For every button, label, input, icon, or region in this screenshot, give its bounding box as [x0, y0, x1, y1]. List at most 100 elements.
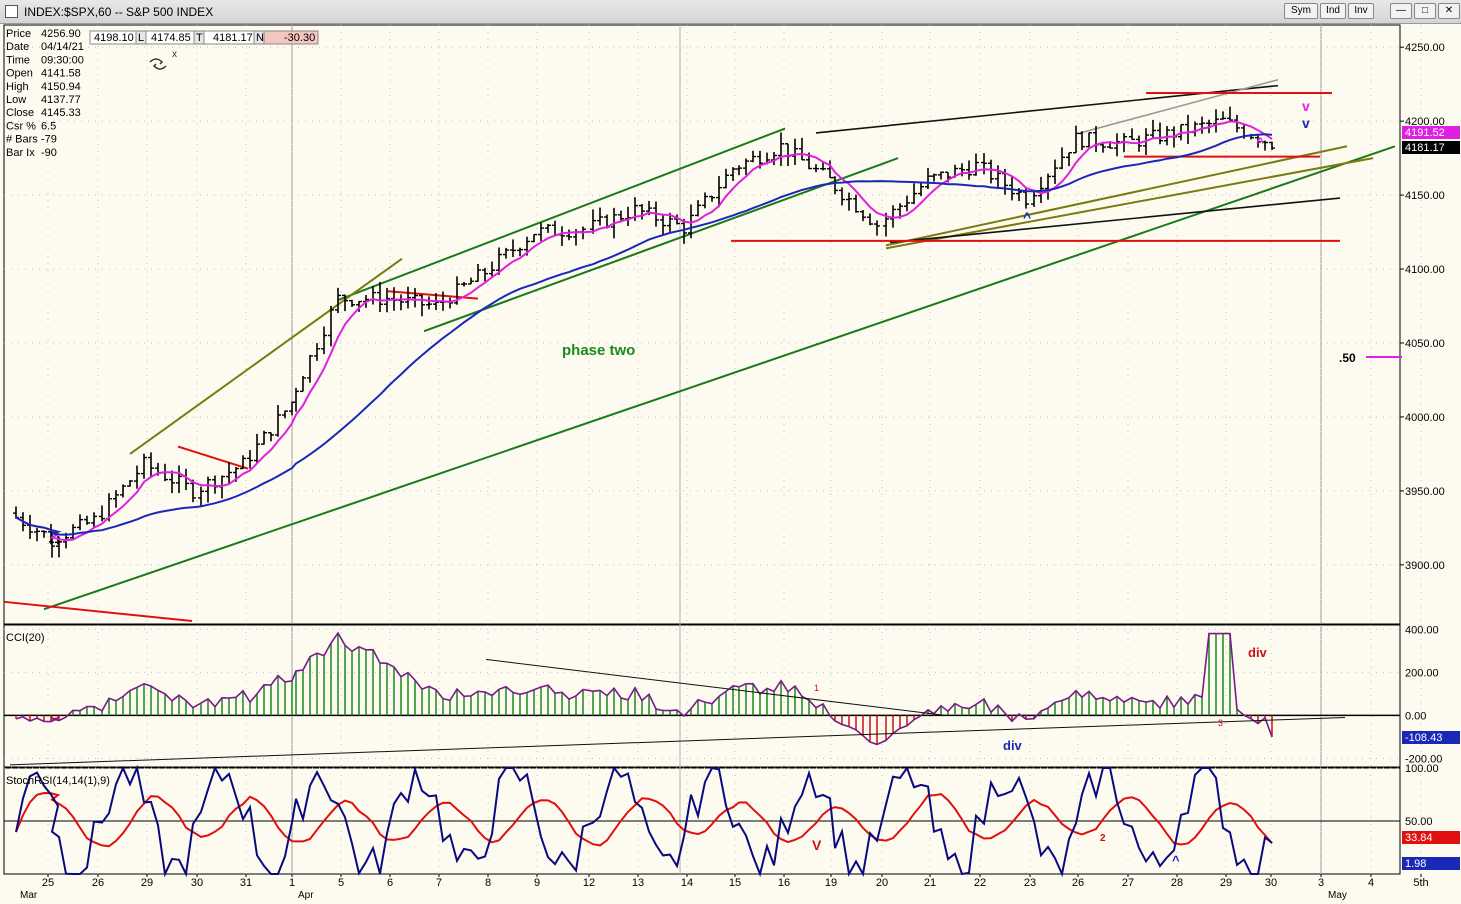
x-tick-label: 8	[485, 877, 491, 889]
data-panel-label: Price	[6, 28, 31, 40]
x-tick-label: 6	[387, 877, 393, 889]
inverse-button[interactable]: Inv	[1348, 3, 1374, 19]
stoch-k-last-tag: 1.98	[1405, 858, 1426, 870]
stoch-d-last-tag: 33.84	[1405, 832, 1433, 844]
quote-low-label: L	[138, 32, 144, 44]
cci-wave-label-1: 1	[814, 683, 819, 693]
stoch-k-line	[15, 764, 1273, 878]
cci-wave-label-3: 3	[1218, 718, 1223, 728]
data-panel-label: # Bars	[6, 134, 38, 146]
data-panel-label: High	[6, 81, 29, 93]
svg-text:x: x	[172, 49, 177, 60]
x-tick-label: 20	[876, 877, 888, 889]
x-tick-label: 27	[1122, 877, 1134, 889]
x-month-label: May	[1328, 890, 1347, 901]
olive-wedge-lower	[885, 157, 1374, 250]
x-tick-label: 9	[534, 877, 540, 889]
green-channel-lower	[423, 157, 899, 333]
y-tick-label: 4150.00	[1405, 190, 1445, 202]
quote-low: 4174.85	[151, 32, 191, 44]
x-tick-label: 3	[1318, 877, 1324, 889]
data-panel-label: Close	[6, 107, 34, 119]
stochrsi-title: StochRSI(14,14(1),9)	[6, 775, 110, 787]
panel-frame	[3, 24, 1401, 625]
y-tick-label: 3900.00	[1405, 560, 1445, 572]
data-panel-label: Time	[6, 54, 30, 66]
window-title: INDEX:$SPX,60 -- S&P 500 INDEX	[24, 5, 214, 19]
cci-line	[15, 631, 1273, 746]
phase-two-annotation: phase two	[562, 342, 635, 359]
cci-last-tag: -108.43	[1405, 732, 1442, 744]
y-tick-label: 4000.00	[1405, 412, 1445, 424]
x-tick-label: 31	[240, 877, 252, 889]
quote-net: -30.30	[284, 32, 315, 44]
x-tick-label: 5th	[1413, 877, 1428, 889]
x-month-label: Mar	[20, 890, 38, 901]
cci-support-line	[9, 717, 1346, 766]
price-bars	[13, 106, 1275, 558]
data-panel-value: 6.5	[41, 120, 56, 132]
cci-title: CCI(20)	[6, 632, 45, 644]
cci-div-label-1: div	[1003, 738, 1023, 753]
cci-tick-label: 400.00	[1405, 624, 1439, 636]
marker-caret-magenta: ^	[1256, 134, 1264, 150]
cci-tick-label: 200.00	[1405, 667, 1439, 679]
quote-time-label: T	[196, 32, 203, 44]
x-tick-label: 22	[974, 877, 986, 889]
x-tick-label: 21	[924, 877, 936, 889]
quote-first: 4198.10	[94, 32, 134, 44]
y-tick-label: 4100.00	[1405, 264, 1445, 276]
fib-50-label: .50	[1339, 351, 1356, 365]
maximize-icon[interactable]: □	[1414, 3, 1436, 19]
x-tick-label: 25	[42, 877, 54, 889]
marker-v-blue: v	[1302, 115, 1310, 131]
x-tick-label: 29	[141, 877, 153, 889]
indicator-button[interactable]: Ind	[1320, 3, 1346, 19]
x-tick-label: 23	[1024, 877, 1036, 889]
crosshair-cursor-icon[interactable]: x	[149, 49, 177, 70]
data-panel-value: 4137.77	[41, 94, 81, 106]
y-tick-label: 3950.00	[1405, 486, 1445, 498]
trendlines	[3, 78, 1396, 623]
cci-div-label-2: div	[1248, 645, 1268, 660]
data-panel-value: 09:30:00	[41, 54, 84, 66]
ma-short-last-tag: 4191.52	[1405, 127, 1445, 139]
close-icon[interactable]: ✕	[1438, 3, 1460, 19]
marker-caret-blue: ^	[1023, 209, 1031, 225]
green-channel-upper	[337, 127, 786, 302]
data-panel-label: Open	[6, 68, 33, 80]
data-panel-value: 4141.58	[41, 68, 81, 80]
x-tick-label: 15	[729, 877, 741, 889]
quote-net-label: N	[256, 32, 264, 44]
x-tick-label: 14	[681, 877, 693, 889]
panel-frames	[3, 24, 1401, 875]
x-tick-label: 7	[436, 877, 442, 889]
data-panel-value: 4145.33	[41, 107, 81, 119]
ma-long-line	[15, 133, 1273, 536]
data-panel-label: Low	[6, 94, 26, 106]
stoch-v-label: V	[812, 837, 822, 853]
x-tick-label: 4	[1368, 877, 1374, 889]
last-price-tag: 4181.17	[1405, 142, 1445, 154]
quote-last: 4181.17	[213, 32, 253, 44]
x-tick-label: 19	[825, 877, 837, 889]
x-tick-label: 29	[1220, 877, 1232, 889]
olive-trendline	[129, 257, 403, 455]
x-tick-label: 1	[289, 877, 295, 889]
stoch-d-line	[15, 791, 1273, 848]
stoch-tick-label: 50.00	[1405, 816, 1433, 828]
stoch-2-label: 2	[1100, 833, 1106, 844]
cci-tick-label: 0.00	[1405, 710, 1426, 722]
minimize-icon[interactable]: —	[1390, 3, 1412, 19]
data-panel-label: Bar Ix	[6, 147, 35, 159]
cci-tick-label: -200.00	[1405, 753, 1442, 765]
stochrsi-panel: 100.00 50.00	[4, 763, 1439, 878]
x-month-label: Apr	[298, 890, 314, 901]
x-tick-label: 16	[778, 877, 790, 889]
data-panel-label: Date	[6, 41, 29, 53]
symbol-button[interactable]: Sym	[1284, 3, 1318, 19]
x-tick-label: 28	[1171, 877, 1183, 889]
cci-panel: 400.00 200.00 0.00 -200.00	[4, 624, 1442, 765]
data-panel-value: -90	[41, 147, 57, 159]
data-panel-label: Csr %	[6, 120, 36, 132]
